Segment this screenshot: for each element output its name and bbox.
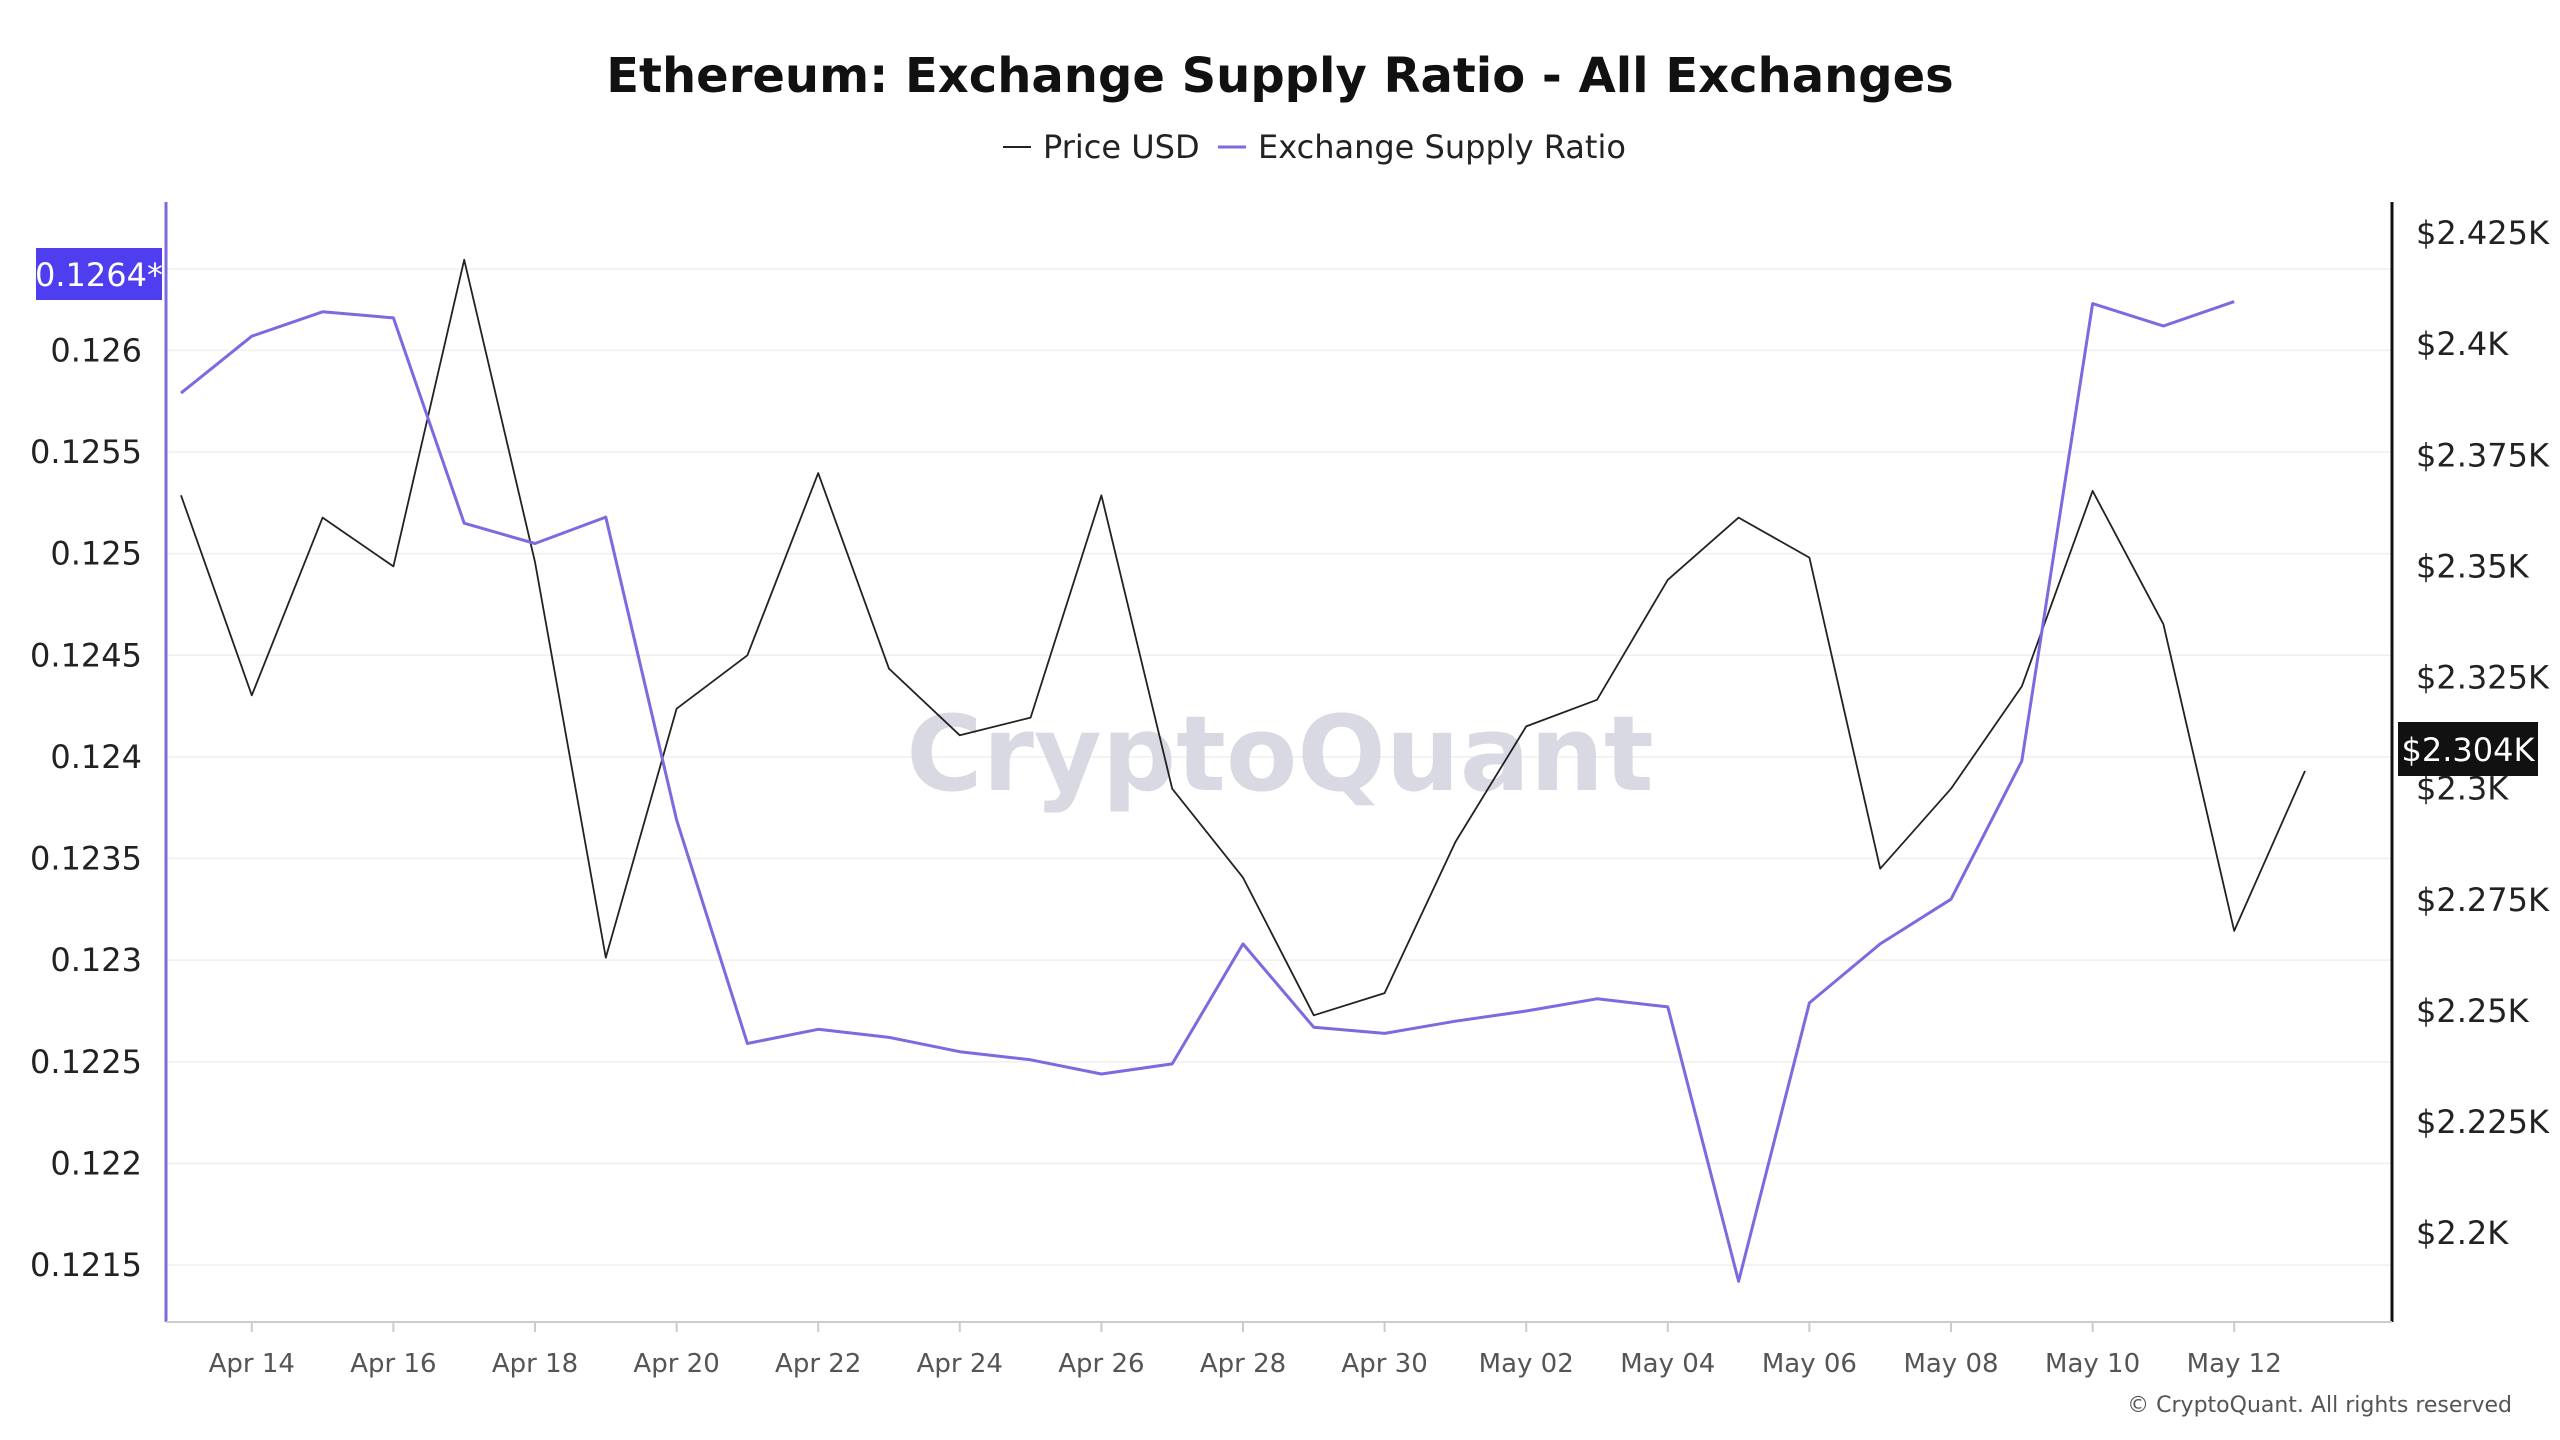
y-left-tick-label: 0.1225	[30, 1043, 142, 1081]
y-left-tick-label: 0.1215	[30, 1246, 142, 1284]
grid-layer	[166, 268, 2392, 1266]
y-right-tick-label: $2.25K	[2416, 992, 2530, 1030]
y-right-tick-label: $2.375K	[2416, 436, 2550, 474]
legend-item-price[interactable]: Price USD	[1003, 128, 1200, 166]
current-value-left-badge: 0.1264*	[35, 248, 163, 300]
legend-item-exchange-supply-ratio[interactable]: Exchange Supply Ratio	[1218, 128, 1626, 166]
x-tick-label: Apr 24	[917, 1349, 1003, 1379]
x-tick-label: May 02	[1479, 1349, 1574, 1379]
copyright-credit: © CryptoQuant. All rights reserved	[2127, 1393, 2512, 1418]
series-line-price-usd	[180, 258, 2306, 1017]
legend-label-exchange-supply-ratio: Exchange Supply Ratio	[1258, 128, 1626, 166]
y-left-tick-label: 0.123	[50, 941, 142, 979]
current-value-left-label: 0.1264*	[35, 256, 163, 294]
current-value-left-bg	[36, 248, 162, 300]
current-value-right-bg	[2398, 722, 2538, 776]
y-left-tick-label: 0.125	[50, 535, 142, 573]
current-value-right-label: $2.304K	[2402, 731, 2536, 769]
legend: Price USD Exchange Supply Ratio	[1003, 128, 1626, 166]
x-axis-ticks: Apr 14 Apr 16 Apr 18 Apr 20 Apr 22 Apr 24 Apr …	[209, 1322, 2282, 1379]
y-right-tick-label: $2.425K	[2416, 214, 2550, 252]
chart-title: Ethereum: Exchange Supply Ratio - All Ex…	[606, 48, 1954, 104]
y-right-tick-label: $2.35K	[2416, 547, 2530, 585]
y-left-tick-label: 0.126	[50, 331, 142, 369]
y-right-tick-label: $2.4K	[2416, 325, 2509, 363]
x-tick-label: Apr 20	[633, 1349, 719, 1379]
x-tick-label: May 06	[1762, 1349, 1857, 1379]
x-tick-label: Apr 16	[350, 1349, 436, 1379]
x-tick-label: Apr 30	[1341, 1349, 1427, 1379]
x-tick-label: Apr 14	[209, 1349, 295, 1379]
watermark: CryptoQuant	[906, 693, 1653, 815]
x-tick-label: Apr 22	[775, 1349, 861, 1379]
x-tick-label: Apr 18	[492, 1349, 578, 1379]
y-left-tick-label: 0.1245	[30, 636, 142, 674]
legend-label-price: Price USD	[1043, 128, 1200, 166]
right-axis-ticks: $2.2K$2.225K$2.25K$2.275K$2.3K$2.325K$2.…	[2416, 214, 2550, 1252]
x-tick-label: May 10	[2045, 1349, 2140, 1379]
current-value-right-badge: $2.304K	[2398, 722, 2538, 776]
y-left-tick-label: 0.124	[50, 738, 142, 776]
x-tick-label: May 04	[1620, 1349, 1715, 1379]
x-tick-label: May 12	[2187, 1349, 2282, 1379]
y-left-tick-label: 0.1235	[30, 840, 142, 878]
y-right-tick-label: $2.275K	[2416, 881, 2550, 919]
left-axis-ticks: 0.1215 0.122 0.1225 0.123 0.1235 0.124 0.1245 0…	[30, 331, 142, 1284]
y-right-tick-label: $2.325K	[2416, 659, 2550, 697]
x-tick-label: Apr 28	[1200, 1349, 1286, 1379]
x-tick-label: Apr 26	[1058, 1349, 1144, 1379]
series-layer	[180, 258, 2306, 1283]
y-right-tick-label: $2.2K	[2416, 1214, 2509, 1252]
y-left-tick-label: 0.122	[50, 1144, 142, 1182]
y-right-tick-label: $2.225K	[2416, 1103, 2550, 1141]
y-left-tick-label: 0.1255	[30, 433, 142, 471]
series-line-exchange-supply-ratio	[180, 300, 2235, 1283]
x-tick-label: May 08	[1903, 1349, 1998, 1379]
